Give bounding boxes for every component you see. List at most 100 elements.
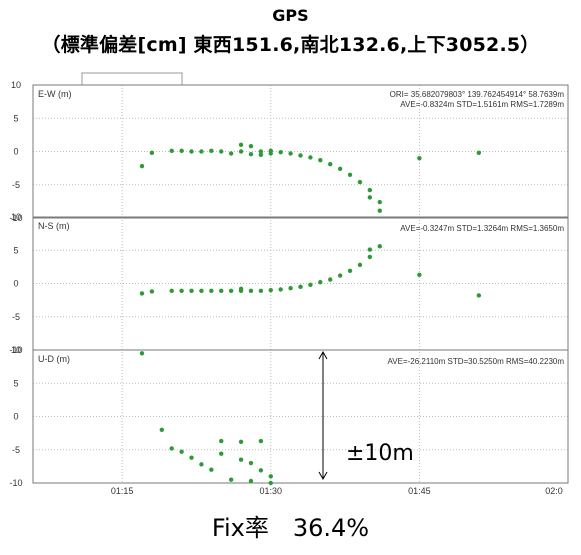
data-point — [328, 277, 333, 282]
data-point — [476, 150, 482, 156]
panel-axis-label: N-S (m) — [38, 221, 70, 231]
data-point — [169, 288, 174, 294]
header-tab — [81, 72, 183, 86]
y-tick-label: 0 — [13, 412, 18, 422]
data-point — [248, 143, 254, 149]
data-point — [189, 455, 194, 460]
y-tick-label: -10 — [9, 213, 22, 223]
y-tick-label: 10 — [11, 345, 21, 355]
data-point — [337, 273, 343, 278]
data-point — [258, 152, 264, 158]
data-point — [278, 287, 283, 292]
x-tick-label: 01:30 — [260, 486, 283, 496]
data-point — [258, 438, 264, 444]
grid-layer — [33, 85, 569, 483]
data-point — [328, 161, 333, 167]
data-point — [248, 460, 254, 466]
data-point — [219, 438, 224, 444]
annotation-arrow-head-top — [318, 350, 328, 360]
y-tick-label: 5 — [13, 378, 18, 388]
chart-subtitle: （標準偏差[cm] 東西151.6,南北132.6,上下3052.5） — [41, 34, 540, 56]
data-point — [228, 477, 234, 482]
data-point — [377, 244, 382, 249]
annotation-label: ±10m — [346, 441, 414, 466]
data-point — [337, 166, 343, 171]
fix-rate-label: Fix率 36.4% — [211, 514, 370, 542]
data-point — [139, 351, 145, 356]
data-point — [248, 151, 254, 157]
data-point — [209, 467, 214, 472]
data-point — [268, 480, 273, 486]
data-point — [228, 288, 234, 294]
y-tick-label: -10 — [9, 478, 22, 488]
data-point — [139, 163, 145, 169]
panel-axis-label: E-W (m) — [38, 89, 72, 99]
data-point — [209, 288, 214, 294]
data-point — [149, 150, 155, 156]
data-point — [367, 187, 373, 193]
labels-layer: 01:15 01:30 01:45 02:0 10 5 0 -5 -10 E-W (m) AVE=-… — [9, 80, 564, 496]
data-point — [219, 149, 224, 154]
data-point — [288, 151, 293, 156]
y-tick-label: 10 — [11, 80, 21, 90]
data-point — [199, 149, 204, 154]
data-point — [179, 148, 184, 154]
y-tick-label: -5 — [12, 180, 20, 190]
data-point — [417, 272, 422, 278]
data-point — [169, 148, 174, 154]
data-point — [268, 151, 273, 156]
data-point — [238, 439, 244, 444]
data-point — [318, 279, 323, 285]
panel-stats: AVE=-0.3247m STD=1.3264m RMS=1.3650m — [400, 224, 564, 233]
data-point — [308, 155, 313, 160]
data-point — [288, 285, 293, 291]
data-points-layer — [139, 142, 482, 486]
x-tick-label: 01:45 — [408, 486, 431, 496]
annotation-layer: ±10m — [318, 350, 414, 481]
data-point — [199, 288, 204, 294]
data-point — [278, 149, 283, 155]
data-point — [268, 287, 273, 293]
data-point — [169, 446, 174, 451]
y-tick-label: 0 — [13, 279, 18, 289]
data-point — [219, 451, 224, 456]
data-point — [347, 172, 353, 177]
panel-axis-label: U-D (m) — [38, 354, 70, 364]
data-point — [367, 247, 373, 252]
data-point — [189, 288, 194, 294]
data-point — [209, 148, 214, 154]
panel-frame — [32, 84, 569, 219]
data-point — [228, 151, 234, 156]
origin-header: ORI= 35.682079803° 139.762454914° 58.763… — [390, 90, 565, 99]
data-point — [318, 157, 323, 163]
y-tick-label: 5 — [13, 113, 18, 123]
data-point — [238, 142, 244, 148]
data-point — [377, 199, 382, 205]
data-point — [298, 284, 303, 290]
data-point — [238, 457, 244, 462]
data-point — [179, 449, 184, 454]
data-point — [238, 149, 244, 154]
data-point — [199, 462, 204, 467]
y-tick-label: 5 — [13, 245, 18, 255]
data-point — [476, 293, 482, 298]
panel-stats: AVE=-0.8324m STD=1.5161m RMS=1.7289m — [400, 100, 564, 109]
y-tick-label: 10 — [11, 212, 21, 222]
data-point — [347, 268, 353, 274]
x-tick-label: 01:15 — [111, 486, 134, 496]
panel-stats: AVE=-26.2110m STD=30.5250m RMS=40.2230m — [388, 357, 565, 366]
x-tick-label: 02:0 — [545, 486, 563, 496]
y-tick-label: -5 — [12, 312, 20, 322]
data-point — [357, 179, 363, 185]
data-point — [189, 149, 194, 154]
data-point — [258, 468, 264, 473]
data-point — [367, 195, 373, 200]
chart-title: GPS — [272, 6, 309, 25]
y-tick-label: -5 — [12, 445, 20, 455]
data-point — [357, 262, 363, 268]
annotation-arrow-head-bottom — [318, 471, 328, 481]
data-point — [238, 288, 244, 294]
data-point — [219, 288, 224, 294]
frame-layer — [32, 72, 569, 484]
